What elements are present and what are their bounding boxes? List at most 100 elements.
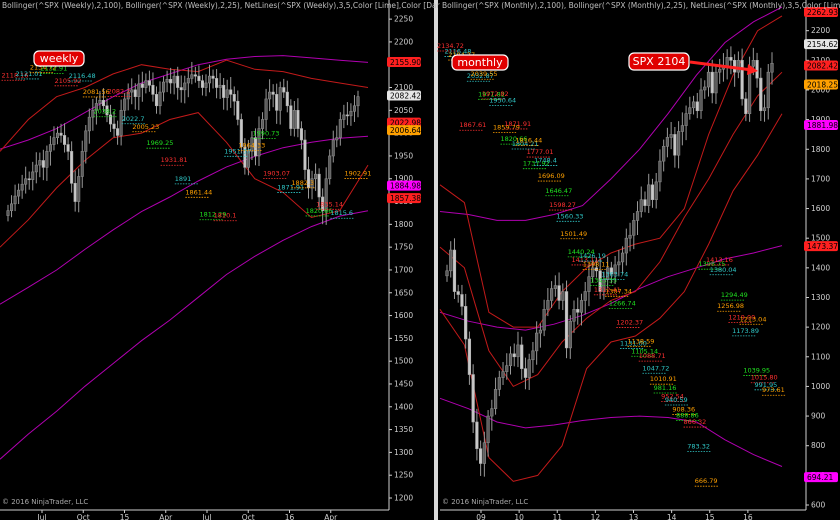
level-label: 2134.72 <box>30 64 57 72</box>
level-label: 2038.2 <box>93 108 116 116</box>
candle-body <box>553 285 557 289</box>
level-label: 1294.49 <box>721 291 748 299</box>
price-badge: 1881.98 <box>804 119 838 130</box>
candle-body <box>190 74 194 79</box>
candle-body <box>229 89 233 95</box>
candle-body <box>549 288 554 301</box>
level-label: 1816.44 <box>515 136 542 144</box>
x-tick-label: 13 <box>629 513 639 520</box>
price-badge-box <box>804 7 838 18</box>
copyright-text: © 2016 NinjaTrader, LLC <box>2 498 88 506</box>
candle-body <box>275 94 279 111</box>
y-tick-label: 900 <box>811 412 826 421</box>
y-tick-label: 1300 <box>394 448 413 457</box>
candle-body <box>73 183 77 202</box>
level-label: 1219.00 <box>728 313 755 321</box>
level-label: 1256.98 <box>717 302 744 310</box>
candle-body <box>84 130 88 152</box>
candle-body <box>505 365 509 372</box>
y-tick-label: 1100 <box>811 352 830 361</box>
level-label: 1969.25 <box>146 139 173 147</box>
price-annotation-arrow <box>689 60 753 72</box>
price-badge: 2262.93 <box>804 7 838 17</box>
candle-body <box>91 110 95 118</box>
price-badge-label: 694.21 <box>807 473 833 482</box>
timeframe-note-label: weekly <box>40 52 79 65</box>
level-label: 1088.71 <box>639 352 666 360</box>
candle-body <box>9 203 14 211</box>
candle-body <box>317 173 321 198</box>
price-badge-label: 1881.98 <box>807 121 838 130</box>
candle-body <box>271 91 275 95</box>
candle-body <box>691 101 696 109</box>
candle-body <box>38 160 42 166</box>
level-label: 1213.04 <box>740 315 767 323</box>
indicator-header: Bollinger(^SPX (Monthly),2,100), Bolling… <box>442 1 840 10</box>
candle-body <box>714 71 718 94</box>
candle-body <box>239 119 243 148</box>
candle-body <box>628 234 632 239</box>
candle-body <box>471 374 475 423</box>
level-label: 1972.82 <box>482 90 509 98</box>
level-label: 1820.66 <box>501 135 528 143</box>
y-tick-label: 2200 <box>811 26 830 35</box>
level-label: 866.32 <box>684 418 707 426</box>
candle-body <box>475 421 479 449</box>
candle-body <box>137 83 141 97</box>
y-tick-label: 1600 <box>394 311 413 320</box>
timeframe-note-label: monthly <box>457 56 503 69</box>
y-tick-label: 2000 <box>811 85 830 94</box>
y-tick-label: 1800 <box>811 145 830 154</box>
level-label: 666.79 <box>695 477 718 485</box>
candle-body <box>579 300 584 313</box>
candle-body <box>695 101 699 112</box>
candle-body <box>527 359 531 378</box>
x-tick-label: 16 <box>285 513 295 520</box>
y-tick-label: 1900 <box>811 115 830 124</box>
level-label: 1891 <box>175 175 192 183</box>
candle-body <box>345 114 349 117</box>
level-label: 1931.81 <box>161 156 188 164</box>
candle-body <box>303 139 307 170</box>
level-label: 2022.7 <box>122 115 145 123</box>
price-annotation-arrowhead <box>747 64 758 75</box>
level-label: 1737.92 <box>523 160 550 168</box>
candle-body <box>349 110 353 117</box>
y-tick-label: 1500 <box>394 357 413 366</box>
candle-body <box>77 176 81 202</box>
candle-body <box>740 60 744 100</box>
candle-body <box>497 377 501 390</box>
level-label: 1902.91 <box>344 169 371 177</box>
candle-body <box>523 368 528 378</box>
level-label: 2116.48 <box>444 47 471 55</box>
indicator-header: Bollinger(^SPX (Weekly),2,100), Bollinge… <box>2 1 441 10</box>
level-label: 940.59 <box>665 396 688 404</box>
level-label: 1696.09 <box>538 172 565 180</box>
level-label: 1343.35 <box>590 277 617 285</box>
candle-body <box>236 100 240 120</box>
level-label: 2105.92 <box>55 77 82 85</box>
y-tick-label: 2050 <box>394 106 413 115</box>
lower-band-25 <box>439 113 783 482</box>
candle-body <box>684 113 688 126</box>
panel-weekly: 1200 1250 1300 1350 1400 1450 1500 1550 1600 1650… <box>0 0 441 520</box>
candle-body <box>703 86 707 91</box>
level-label: 1871.91 <box>277 184 304 192</box>
level-label: 1964.33 <box>238 141 265 149</box>
candle-body <box>613 264 617 275</box>
candle-body <box>55 132 60 139</box>
candle-body <box>278 87 282 111</box>
candle-body <box>643 199 647 206</box>
candle-body <box>718 68 722 73</box>
y-tick-label: 1350 <box>394 425 413 434</box>
candle-body <box>665 137 670 147</box>
candle-body <box>356 96 360 107</box>
candle-body <box>335 137 339 141</box>
candle-body <box>154 94 159 107</box>
price-annotation: SPX 2104 <box>628 52 758 75</box>
level-label: 1312.41 <box>594 286 621 294</box>
candle-body <box>63 135 67 145</box>
level-label: 973.61 <box>762 386 785 394</box>
candle-body <box>310 178 314 189</box>
x-tick-label: 10 <box>514 513 524 520</box>
